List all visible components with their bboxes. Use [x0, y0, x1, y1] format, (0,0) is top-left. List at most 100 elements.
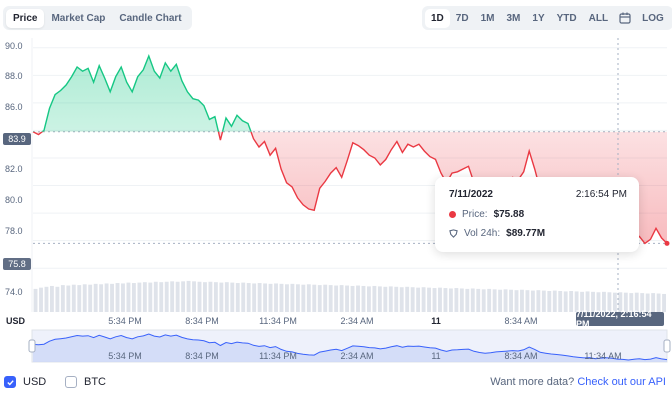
volume-bar [312, 284, 317, 312]
tab-candle-chart[interactable]: Candle Chart [119, 12, 182, 24]
volume-bar [651, 293, 656, 312]
volume-bar [459, 288, 464, 312]
volume-bar [530, 290, 535, 312]
volume-bar [372, 285, 377, 312]
x-tick-label: 5:34 PM [108, 316, 142, 326]
checkbox-unchecked-icon[interactable] [65, 376, 77, 388]
y-tick-label: 88.0 [5, 71, 23, 81]
volume-bar [399, 287, 404, 312]
x-tick-label: 11:34 PM [259, 316, 297, 326]
volume-bar [39, 287, 43, 312]
x-axis-unit: USD [6, 316, 26, 326]
tab-price[interactable]: Price [6, 8, 45, 28]
volume-bar [33, 288, 38, 312]
volume-bar [203, 282, 207, 312]
range-7d[interactable]: 7D [455, 12, 469, 24]
currency-usd-toggle[interactable]: USD [4, 376, 46, 388]
volume-bar [170, 281, 175, 312]
volume-bar [569, 291, 574, 312]
hover-time-badge: 7/11/2022, 2:16:54 PM [576, 309, 664, 329]
volume-bar [476, 288, 481, 312]
volume-bar [110, 283, 114, 312]
chart-type-tabs: Price Market Cap Candle Chart [3, 6, 192, 30]
price-area-down [33, 131, 667, 247]
volume-bar [317, 285, 322, 312]
volume-bar [514, 290, 519, 312]
volume-bar [285, 284, 289, 312]
range-navigator[interactable] [28, 329, 671, 363]
volume-bar [498, 289, 503, 312]
volume-bar [388, 286, 393, 312]
volume-bar [492, 289, 497, 312]
navigator-right-handle[interactable] [663, 339, 671, 353]
currency-btc-toggle[interactable]: BTC [65, 376, 106, 388]
volume-bar [634, 292, 639, 312]
volume-bar [629, 293, 634, 312]
volume-bar [377, 286, 382, 312]
navigator-tick-label: 11:34 AM [584, 351, 622, 361]
volume-bar [257, 283, 262, 312]
volume-bar [465, 288, 470, 312]
volume-bar [623, 292, 628, 312]
volume-bar [148, 282, 153, 312]
volume-bar [235, 283, 240, 312]
range-1d[interactable]: 1D [425, 8, 450, 28]
volume-bar [547, 291, 552, 312]
volume-bar [159, 282, 164, 312]
volume-bar [432, 288, 437, 312]
volume-bar [536, 290, 541, 312]
calendar-icon[interactable] [614, 9, 636, 27]
volume-bar [181, 281, 186, 312]
y-tick-label: 80.0 [5, 195, 23, 205]
range-1y[interactable]: 1Y [532, 12, 545, 24]
api-link[interactable]: Check out our API [577, 376, 666, 388]
tab-market-cap[interactable]: Market Cap [51, 12, 106, 24]
volume-bar [88, 284, 93, 312]
open-price-badge: 83.9 [3, 133, 31, 145]
x-tick-label: 11 [431, 316, 441, 326]
volume-bar [339, 285, 344, 312]
volume-bar [394, 286, 399, 312]
volume-bar [230, 282, 235, 312]
navigator-tick-label: 8:34 PM [185, 351, 219, 361]
volume-bar [405, 286, 410, 312]
volume-bar [607, 292, 612, 312]
range-3m[interactable]: 3M [506, 12, 521, 24]
navigator-tick-label: 8:34 AM [504, 351, 538, 361]
x-tick-label: 8:34 PM [185, 316, 219, 326]
volume-bar [71, 284, 76, 312]
volume-bar [301, 284, 306, 312]
volume-bar [563, 291, 568, 312]
navigator-tick-label: 2:34 AM [340, 351, 374, 361]
navigator-tick-label: 11:34 PM [259, 351, 297, 361]
volume-bar [279, 283, 284, 312]
volume-bar [186, 280, 191, 312]
volume-bar [618, 292, 623, 312]
volume-bar [383, 286, 388, 312]
api-promo-text: Want more data? [490, 376, 575, 388]
volume-bar [596, 292, 601, 312]
navigator-left-handle[interactable] [28, 339, 36, 353]
volume-bar [164, 281, 169, 312]
price-line-up [32, 54, 252, 132]
time-range-selector: 1D 7D 1M 3M 1Y YTD ALL LOG [422, 6, 672, 30]
volume-bar [131, 283, 136, 312]
range-all[interactable]: ALL [588, 12, 609, 24]
volume-bar [142, 282, 147, 312]
volume-bar [443, 288, 448, 312]
range-1m[interactable]: 1M [480, 12, 495, 24]
volume-bar [645, 293, 650, 312]
y-tick-label: 74.0 [5, 287, 23, 297]
volume-bar [509, 289, 513, 312]
volume-bar [55, 286, 60, 312]
volume-bar [197, 281, 202, 312]
current-price-point [664, 240, 670, 246]
range-ytd[interactable]: YTD [556, 12, 577, 24]
volume-bar [350, 285, 355, 312]
checkbox-checked-icon[interactable] [4, 376, 16, 388]
currency-usd-label: USD [23, 376, 47, 388]
volume-bar [208, 281, 213, 312]
range-log[interactable]: LOG [642, 12, 664, 24]
tooltip-volume-row: Vol 24h: $89.77M [449, 228, 545, 239]
